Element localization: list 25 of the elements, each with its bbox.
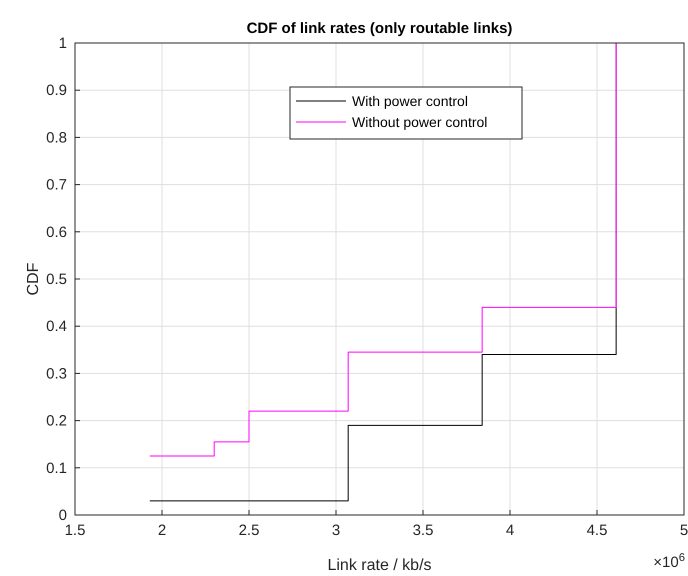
x-tick-label: 3: [332, 522, 340, 539]
y-axis-title: CDF: [25, 262, 42, 296]
text: ×10$^{6}$: [653, 552, 685, 571]
chart-title: CDF of link rates (only routable links): [246, 20, 512, 37]
x-tick-label: 5: [680, 522, 688, 539]
x-tick-label: 2: [158, 522, 166, 539]
y-tick-label: 0.1: [46, 460, 67, 477]
x-tick-label: 1.5: [64, 522, 86, 539]
y-tick-label: 0.4: [46, 318, 67, 336]
x-tick-label: 4: [506, 522, 514, 539]
y-tick-label: 0.3: [46, 365, 67, 382]
y-tick-label: 0.7: [46, 176, 67, 194]
x-tick-label: 3.5: [412, 522, 434, 539]
y-tick-label: 0.9: [46, 82, 67, 100]
x-tick-label: 2.5: [238, 522, 260, 539]
y-tick-label: 0.8: [46, 129, 67, 146]
y-tick-label: 0.2: [46, 412, 67, 430]
y-tick-label: 0.6: [46, 224, 67, 241]
legend-label: With power control: [352, 93, 468, 109]
legend-label: Without power control: [352, 114, 488, 130]
y-tick-label: 0.5: [46, 271, 67, 288]
y-tick-label: 0: [58, 507, 67, 524]
x-tick-label: 4.5: [586, 522, 608, 539]
y-tick-label: 1: [58, 35, 67, 52]
x-axis-title: Link rate / kb/s: [327, 557, 432, 574]
